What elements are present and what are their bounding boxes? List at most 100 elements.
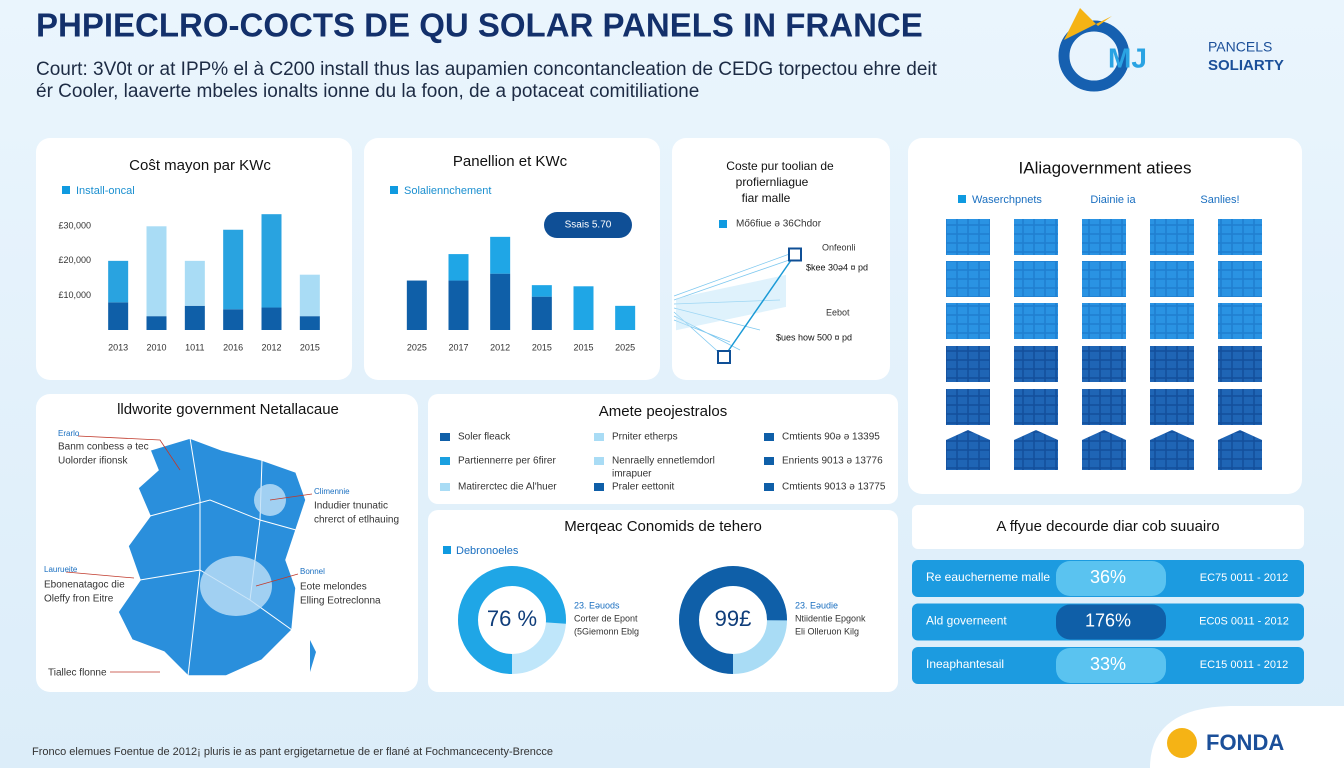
legend-swatch xyxy=(62,186,70,194)
title: PHPIECLRO-COCTS DE QU SOLAR PANELS IN FR… xyxy=(36,7,923,44)
chart-title: Coste pur toolian de xyxy=(726,159,834,173)
perspective-fill xyxy=(676,274,786,331)
legend-label: Diainie ia xyxy=(1090,194,1136,206)
bar xyxy=(223,229,244,310)
footer-sun xyxy=(1167,728,1197,758)
legend-label: Solaliennchement xyxy=(404,185,491,197)
bar xyxy=(406,280,427,330)
legend-swatch xyxy=(764,457,774,465)
logo-text: PANCELS xyxy=(1208,39,1272,55)
solar-cell xyxy=(1041,303,1055,339)
building xyxy=(1150,430,1194,470)
bar xyxy=(615,305,636,330)
building xyxy=(1014,430,1058,470)
bar xyxy=(184,305,205,330)
logo-text: SOLIARTY xyxy=(1208,57,1284,74)
x-tick-label: 2025 xyxy=(407,342,427,352)
solar-cell xyxy=(1245,261,1259,297)
panel-title: lldworite government Netallacaue xyxy=(117,401,339,418)
legend-label: Partiennerre per 6firer xyxy=(458,456,556,467)
solar-cell xyxy=(1177,346,1191,382)
donut-label: 99£ xyxy=(715,606,752,631)
table-text: Ald governeent xyxy=(926,614,1007,628)
legend-label: Sanlies! xyxy=(1200,194,1239,206)
solar-cell xyxy=(1177,303,1191,339)
legend-label: Soler fleack xyxy=(458,432,511,443)
donut-arc xyxy=(679,566,787,674)
bar xyxy=(531,296,552,330)
logo: MJ PANCELS SOLIARTY xyxy=(1058,8,1284,92)
map-label: Oleffy fron Eitre xyxy=(44,594,114,605)
legend-label: Cmtients 90ə ə 13395 xyxy=(782,432,880,443)
footer-text: Fronco elemues Foentue de 2012¡ pluris i… xyxy=(32,746,553,758)
solar-cell xyxy=(973,261,987,297)
y-tick-label: £10,000 xyxy=(58,290,91,300)
map-label: Tiallec flonne xyxy=(48,668,107,679)
solar-cell xyxy=(1109,219,1123,255)
panel-title: IAliagovernment atiees xyxy=(1019,158,1192,177)
map-label: Eote melondes xyxy=(300,582,367,593)
x-tick-label: 2015 xyxy=(573,342,593,352)
solar-cell xyxy=(1177,261,1191,297)
table-header xyxy=(912,505,1304,549)
bar xyxy=(261,307,282,330)
table-cell xyxy=(1056,648,1166,683)
legend-label: Install-oncal xyxy=(76,185,135,197)
annotation: $ues how 500 ¤ pd xyxy=(776,332,852,342)
table-text: EC15 0011 - 2012 xyxy=(1200,659,1288,671)
legend-swatch xyxy=(594,457,604,465)
legend-label: Mő6fiue ə 36Chdor xyxy=(736,219,822,230)
legend-label: Cmtients 9013 ə 13775 xyxy=(782,482,886,493)
legend-label: Praler eettonit xyxy=(612,482,674,493)
legend-label: Prniter etherps xyxy=(612,432,678,443)
legend-swatch xyxy=(390,186,398,194)
panel-title: Merqeac Conomids de tehero xyxy=(564,518,762,535)
chart-title: fiar malle xyxy=(742,191,791,205)
x-tick-label: 2025 xyxy=(615,342,635,352)
map-label: Erarlo xyxy=(58,429,80,438)
y-tick-label: £20,000 xyxy=(58,255,91,265)
table-cell xyxy=(1056,604,1166,640)
solar-cell xyxy=(1245,389,1259,425)
table-text: Ineaphantesail xyxy=(926,657,1004,671)
x-tick-label: 2016 xyxy=(223,342,243,352)
y-tick-label: £30,000 xyxy=(58,221,91,231)
donut-note: Ntiidentie Epgonk xyxy=(795,613,866,623)
bar xyxy=(490,273,511,330)
building xyxy=(946,430,990,470)
map-label: chrerct of etlhauing xyxy=(314,515,399,526)
x-tick-label: 2017 xyxy=(448,342,468,352)
solar-cell xyxy=(1109,261,1123,297)
solar-cell xyxy=(1041,261,1055,297)
solar-cell xyxy=(1177,219,1191,255)
legend-swatch xyxy=(594,483,604,491)
x-tick-label: 2010 xyxy=(146,342,166,352)
donut-note: 23. Eəuods xyxy=(574,600,620,610)
footer-logo: FONDA xyxy=(1206,730,1284,755)
legend-swatch xyxy=(440,433,450,441)
legend-label: imrapuer xyxy=(612,469,652,480)
legend-swatch xyxy=(440,457,450,465)
chart-title: profiernliague xyxy=(736,175,809,189)
legend-swatch xyxy=(764,483,774,491)
point xyxy=(717,350,731,364)
annotation-pill xyxy=(544,212,632,238)
building xyxy=(1218,430,1262,470)
solar-cell xyxy=(1245,219,1259,255)
solar-cell xyxy=(1109,346,1123,382)
solar-cell xyxy=(973,346,987,382)
solar-cell xyxy=(973,303,987,339)
subtitle: Court: 3V0t or at IPP% el à C200 install… xyxy=(36,59,938,80)
annotation: Ssais 5.70 xyxy=(565,220,612,231)
bar xyxy=(573,286,594,330)
logo-mark: MJ xyxy=(1108,42,1147,73)
legend-swatch xyxy=(764,433,774,441)
building xyxy=(1082,430,1126,470)
solar-cell xyxy=(1177,389,1191,425)
map-label: Indudier tnunatic xyxy=(314,501,388,512)
bar xyxy=(490,236,511,274)
x-tick-label: 1011 xyxy=(185,342,204,352)
solar-cell xyxy=(1109,389,1123,425)
legend-label: Matirercteс die Al'huer xyxy=(458,482,557,493)
